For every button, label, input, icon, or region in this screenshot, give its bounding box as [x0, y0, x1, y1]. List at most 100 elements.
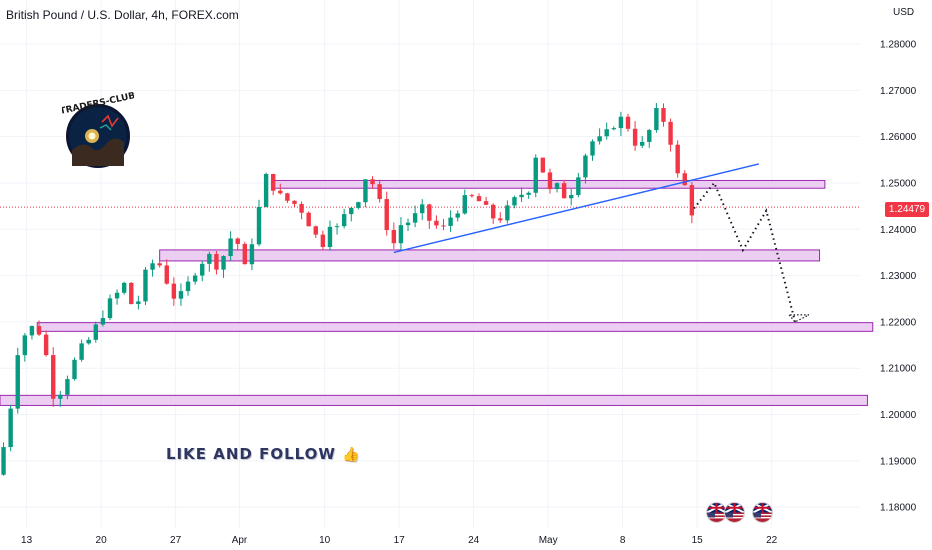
y-tick-label: 1.28000 [880, 40, 917, 51]
candle-body [278, 190, 283, 194]
candle-body [455, 213, 460, 218]
currency-label: USD [893, 7, 915, 18]
candle-body [469, 195, 475, 197]
candle-body [263, 173, 269, 208]
candle-body [334, 226, 340, 228]
candle-body [313, 226, 318, 235]
candle-body [320, 234, 326, 248]
candle-body [561, 183, 567, 199]
candle-body [200, 263, 205, 276]
candle-body [107, 298, 113, 319]
candle-body [121, 282, 127, 293]
x-tick-label: 27 [170, 535, 182, 546]
candle-body [639, 141, 645, 146]
candle-body [632, 128, 638, 146]
candle-body [547, 172, 553, 190]
candle-body [462, 195, 467, 214]
candle-body [554, 183, 560, 190]
candle-body [72, 359, 77, 380]
time-axis: 13 20 27 Apr 10 17 24 May 8 15 22 [21, 535, 778, 546]
candle-body [490, 204, 496, 219]
candle-body [476, 196, 482, 202]
y-tick-label: 1.20000 [880, 410, 917, 421]
candle-body [661, 108, 666, 122]
candle-body [327, 226, 333, 248]
candle-body [483, 201, 489, 205]
candle-body [270, 173, 276, 191]
candle-body [129, 282, 134, 305]
candle-body [136, 301, 141, 305]
thumbs-up-icon: 👍 [342, 447, 361, 463]
candle-body [604, 129, 609, 137]
candle-body [1, 447, 6, 475]
traders-club-logo: TRADERS-CLUB [59, 91, 136, 172]
x-tick-label: 8 [620, 535, 626, 546]
uk-us-flag-icon[interactable] [706, 502, 727, 523]
chart-title: British Pound / U.S. Dollar, 4h, FOREX.c… [6, 8, 239, 22]
candle-body [164, 265, 169, 284]
candle-body [647, 130, 652, 142]
candle-body [36, 326, 42, 335]
candle-body [299, 203, 304, 213]
candle-body [519, 194, 524, 198]
candle-body [618, 116, 624, 129]
candle-body [363, 179, 368, 203]
candle-body [228, 238, 233, 257]
zone-rect [36, 322, 874, 332]
candle-body [356, 202, 361, 208]
projection-path [693, 180, 797, 323]
y-tick-label: 1.22000 [880, 317, 917, 328]
current-price-label: 1.24479 [885, 202, 929, 217]
x-tick-label: 24 [468, 535, 480, 546]
candle-body [689, 185, 695, 216]
y-tick-label: 1.23000 [880, 271, 917, 282]
candle-body [242, 243, 248, 265]
candlestick-series [1, 102, 695, 476]
candle-body [341, 214, 347, 227]
ascending-trendline [393, 163, 760, 254]
candle-body [398, 225, 404, 244]
candle-body [43, 334, 49, 356]
candle-body [611, 128, 617, 130]
candle-body [214, 253, 219, 270]
candle-body [505, 205, 510, 221]
candle-body [668, 121, 673, 145]
candle-body [86, 339, 91, 344]
y-tick-label: 1.26000 [880, 132, 917, 143]
candle-body [235, 238, 240, 244]
candle-body [675, 144, 680, 174]
candle-body [207, 253, 212, 264]
price-axis: 1.28000 1.27000 1.26000 1.25000 1.24000 1.230… [880, 40, 917, 514]
x-tick-label: 10 [319, 535, 331, 546]
y-tick-label: 1.25000 [880, 178, 917, 189]
candle-body [405, 222, 411, 226]
candle-body [93, 324, 98, 340]
candle-body [58, 394, 63, 399]
candle-body [178, 291, 184, 299]
candle-body [192, 275, 198, 282]
candle-body [100, 318, 106, 325]
uk-us-flag-icon[interactable] [752, 502, 773, 523]
candle-body [15, 355, 20, 409]
y-tick-label: 1.18000 [880, 503, 917, 514]
candle-body [171, 283, 177, 299]
candle-body [22, 335, 28, 356]
like-follow-banner: LIKE AND FOLLOW 👍 [166, 445, 361, 463]
y-tick-label: 1.21000 [880, 364, 917, 375]
y-tick-label: 1.24000 [880, 225, 917, 236]
zone-rect [0, 394, 868, 406]
chart-grid [0, 0, 860, 528]
zone-rect [159, 249, 821, 262]
candle-body [526, 192, 531, 195]
candle-body [441, 225, 446, 227]
candle-body [256, 207, 262, 245]
candle-body [29, 326, 35, 336]
candle-body [349, 207, 354, 215]
candle-body [306, 212, 311, 227]
candle-body [569, 195, 574, 199]
uk-us-flag-icon[interactable] [724, 502, 745, 523]
candle-body [185, 281, 191, 292]
candle-body [377, 184, 382, 200]
candle-body [8, 408, 13, 448]
